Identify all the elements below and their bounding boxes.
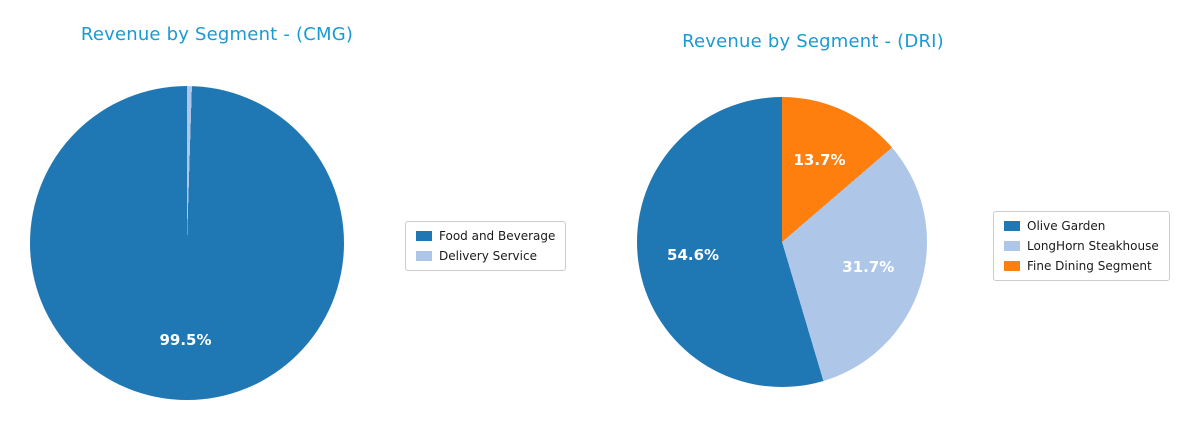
legend-item: LongHorn Steakhouse bbox=[1004, 239, 1159, 253]
legend-item: Delivery Service bbox=[416, 249, 555, 263]
legend-label: Olive Garden bbox=[1027, 219, 1106, 233]
cmg-legend: Food and Beverage Delivery Service bbox=[405, 221, 567, 271]
legend-label: Fine Dining Segment bbox=[1027, 259, 1152, 273]
dri-chart-title: Revenue by Segment - (DRI) bbox=[682, 31, 944, 52]
legend-label: Food and Beverage bbox=[439, 229, 556, 243]
pie-percentage-label: 13.7% bbox=[793, 151, 846, 170]
legend-label: LongHorn Steakhouse bbox=[1027, 239, 1159, 253]
legend-color-swatch bbox=[1004, 241, 1020, 251]
legend-label: Delivery Service bbox=[439, 249, 537, 263]
legend-item: Food and Beverage bbox=[416, 229, 555, 243]
legend-color-swatch bbox=[416, 231, 432, 241]
legend-item: Fine Dining Segment bbox=[1004, 259, 1159, 273]
pie-percentage-label: 54.6% bbox=[667, 245, 720, 264]
cmg-pie: 99.5% bbox=[30, 86, 344, 400]
cmg-chart-title: Revenue by Segment - (CMG) bbox=[80, 24, 354, 45]
dri-legend: Olive Garden LongHorn Steakhouse Fine Dini… bbox=[993, 211, 1170, 281]
legend-item: Olive Garden bbox=[1004, 219, 1159, 233]
dri-pie: 13.7% 31.7% 54.6% bbox=[637, 97, 927, 387]
pie-percentage-label: 31.7% bbox=[842, 258, 895, 277]
legend-color-swatch bbox=[1004, 221, 1020, 231]
pie-percentage-label: 99.5% bbox=[159, 331, 212, 350]
legend-color-swatch bbox=[416, 251, 432, 261]
legend-color-swatch bbox=[1004, 261, 1020, 271]
